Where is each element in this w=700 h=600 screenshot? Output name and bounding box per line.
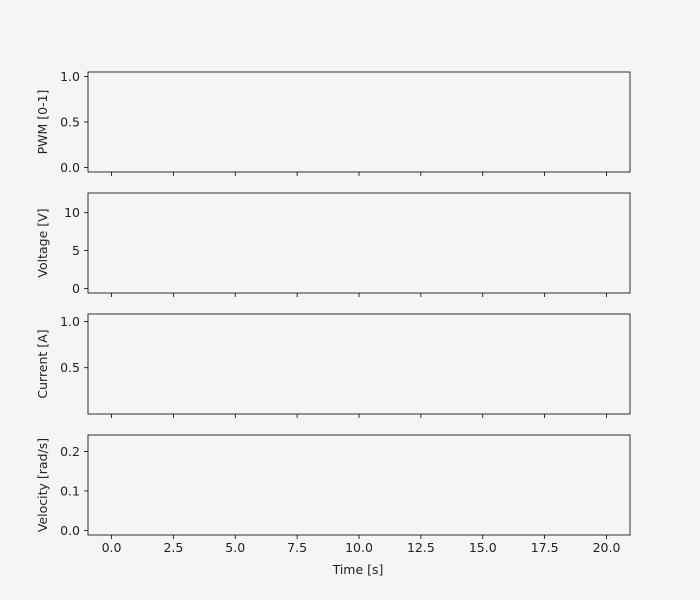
- y-axis-label-voltage: Voltage [V]: [35, 208, 50, 277]
- x-tick-label: 20.0: [593, 540, 621, 555]
- subplot-pwm: 0.0 0.5 1.0 PWM [0-1]: [35, 69, 631, 176]
- x-tick-label: 7.5: [287, 540, 307, 555]
- x-tick-label: 2.5: [163, 540, 183, 555]
- y-tick-label: 0.5: [60, 360, 80, 375]
- x-tick-label: 17.5: [531, 540, 559, 555]
- y-tick-label: 0.0: [60, 160, 80, 175]
- y-tick-label: 0.5: [60, 115, 80, 130]
- y-tick-label: 1.0: [60, 69, 80, 84]
- y-tick-label: 0.2: [60, 444, 80, 459]
- y-tick-label: 10: [64, 205, 80, 220]
- axes-frame: [87, 192, 631, 294]
- y-axis-label-pwm: PWM [0-1]: [35, 90, 50, 155]
- axes-frame: [87, 71, 631, 173]
- y-tick-label: 5: [72, 243, 80, 258]
- subplots: 0.0 0.5 1.0 PWM [0-1] 0 5 10 Voltage [V] 0.5 1.0 C…: [35, 69, 631, 555]
- x-tick-label: 12.5: [407, 540, 435, 555]
- y-tick-label: 0.1: [60, 483, 80, 498]
- axes-frame: [87, 313, 631, 415]
- axes-frame: [87, 434, 631, 536]
- subplot-current: 0.5 1.0 Current [A]: [35, 313, 631, 418]
- subplot-voltage: 0 5 10 Voltage [V]: [35, 192, 631, 297]
- y-axis-label-current: Current [A]: [35, 329, 50, 398]
- y-tick-label: 1.0: [60, 314, 80, 329]
- x-tick-label: 0.0: [102, 540, 122, 555]
- x-tick-label: 10.0: [345, 540, 373, 555]
- x-axis-label: Time [s]: [332, 562, 384, 577]
- x-tick-label: 5.0: [225, 540, 245, 555]
- x-tick-label: 15.0: [469, 540, 497, 555]
- subplot-velocity: 0.0 2.5 5.0 7.5 10.0 12.5 15.0 17.5 20.0 0.0 0.1 0.…: [35, 434, 631, 555]
- y-axis-label-velocity: Velocity [rad/s]: [35, 438, 50, 532]
- y-tick-label: 0: [72, 281, 80, 296]
- y-tick-label: 0.0: [60, 523, 80, 538]
